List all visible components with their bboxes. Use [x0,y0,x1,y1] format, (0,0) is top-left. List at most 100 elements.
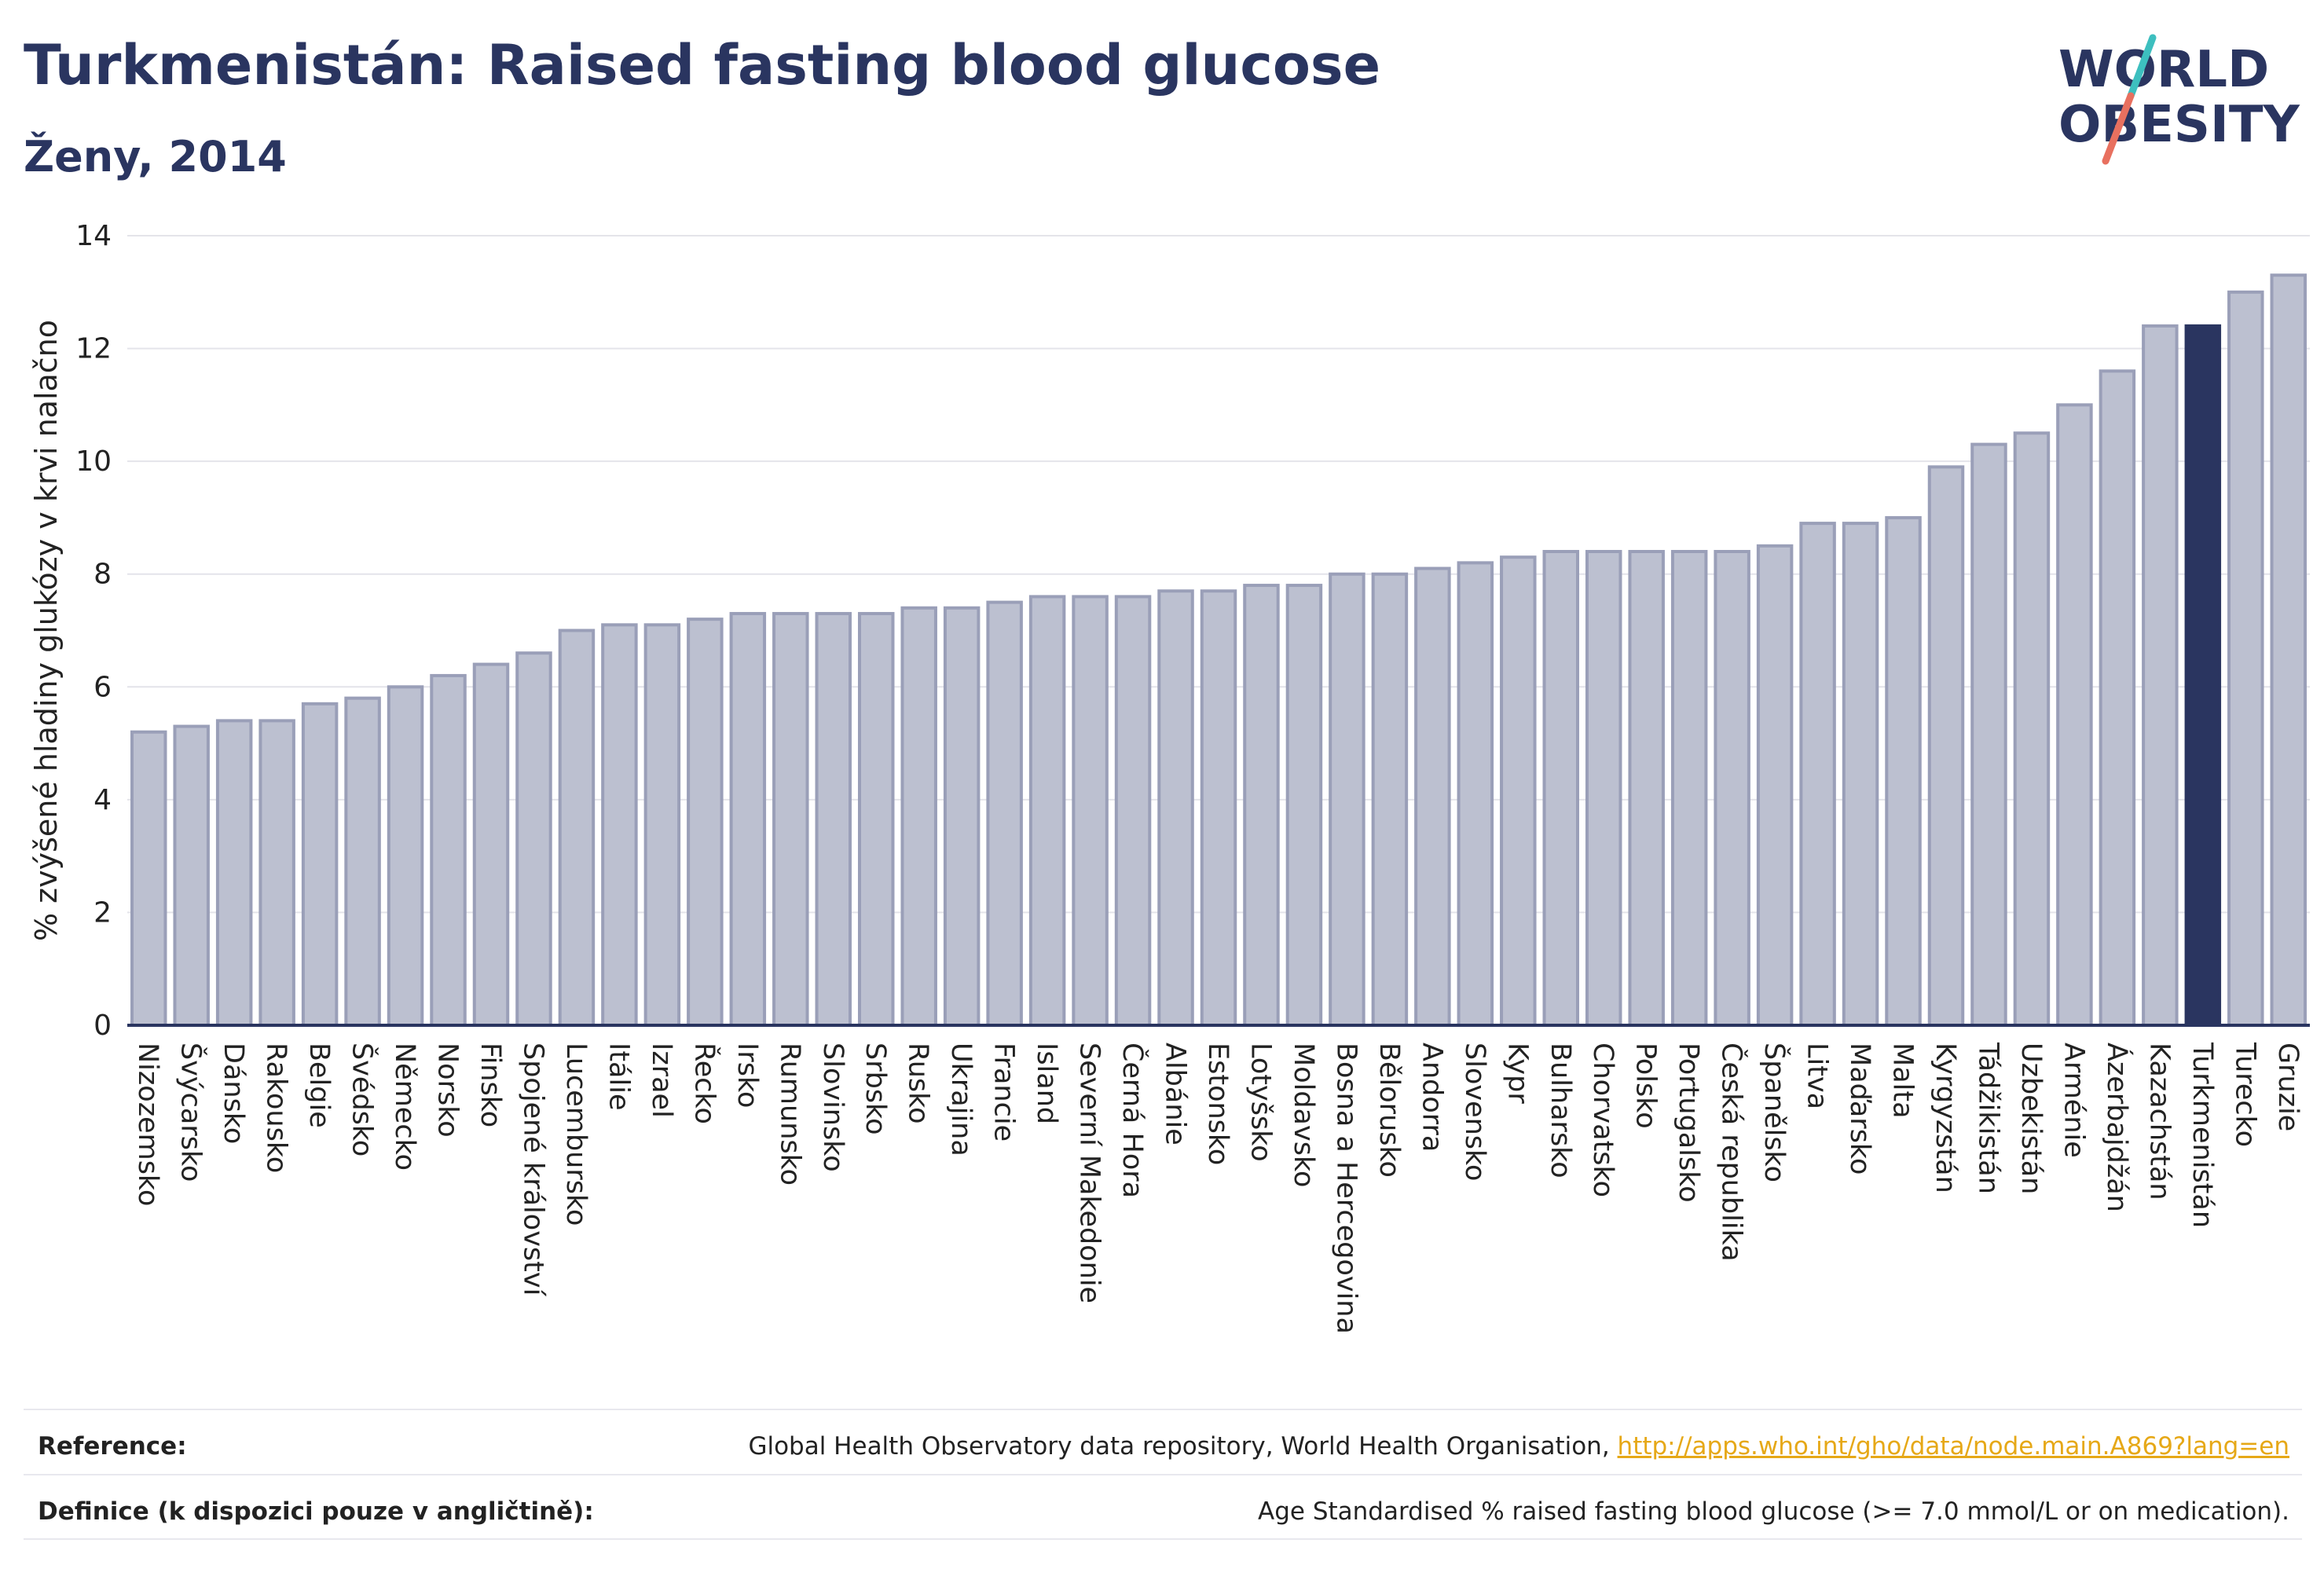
x-tick-label: Rusko [903,1043,934,1124]
bar [1028,595,1066,1027]
bar [1628,550,1665,1027]
x-tick-label: Maďarsko [1844,1043,1875,1175]
bar [130,730,167,1027]
x-tick-label: Německo [389,1043,420,1171]
bar [1927,465,1965,1027]
x-tick-label: Rumunsko [774,1043,805,1186]
bar [1842,522,1879,1027]
x-tick-label: Chorvatsko [1587,1043,1618,1197]
y-tick-label: 2 [93,896,112,929]
bar [2270,273,2308,1027]
definition-label: Definice (k dispozici pouze v angličtině… [38,1497,594,1526]
bar [301,702,339,1027]
footer-divider-top [24,1409,2302,1410]
bar [986,600,1023,1027]
x-tick-label: Ukrajina [945,1043,977,1156]
reference-link[interactable]: http://apps.who.int/gho/data/node.main.A… [1617,1432,2289,1461]
x-tick-label: Bosna a Hercegovina [1330,1043,1362,1334]
x-tick-label: Španělsko [1758,1043,1791,1182]
bar [1371,572,1409,1027]
bar [1329,572,1365,1027]
x-tick-label: Irsko [731,1043,763,1108]
x-tick-label: Kyrgyzstán [1930,1043,1961,1193]
x-tick-label: Arménie [2058,1043,2089,1158]
x-tick-label: Švédsko [346,1043,379,1156]
x-tick-label: Rakousko [261,1043,292,1173]
bar [515,651,552,1027]
x-tick-label: Belgie [303,1043,335,1128]
x-tick-label: Portugalsko [1673,1043,1704,1203]
bar [1243,584,1280,1027]
reference-label: Reference: [38,1432,187,1461]
bar [2056,403,2093,1027]
x-tick-label: Andorra [1416,1043,1447,1152]
bar [772,611,809,1027]
x-tick-label: Spojené království [517,1043,548,1297]
world-obesity-logo: WORLD OBESITY [2058,34,2300,165]
bar [1200,589,1237,1027]
bar [2184,324,2222,1028]
bar [1414,566,1451,1027]
x-tick-label: Albánie [1160,1043,1191,1145]
bar [1970,442,2007,1027]
x-tick-label: Severní Makedonie [1074,1043,1105,1303]
x-tick-label: Izrael [646,1043,677,1118]
y-axis-label: % zvýšené hladiny glukózy v krvi nalačno [29,320,64,941]
x-tick-label: Finsko [475,1043,506,1127]
bar [687,618,724,1027]
bar [1714,550,1750,1027]
x-tick-label: Tádžikistán [1972,1042,2003,1194]
x-tick-label: Slovinsko [817,1043,849,1172]
bar [2227,290,2264,1027]
bar [1114,595,1152,1027]
bar [472,662,510,1027]
x-tick-label: Moldavsko [1288,1043,1319,1187]
bar [815,611,852,1027]
x-tick-label: Malta [1887,1043,1919,1119]
bar [430,673,467,1028]
y-tick-label: 12 [75,333,112,365]
x-tick-label: Turecko [2229,1042,2260,1147]
bar [387,685,424,1027]
x-tick-label: Slovensko [1459,1043,1490,1181]
x-tick-label: Polsko [1630,1043,1662,1129]
x-tick-label: Nizozemsko [132,1043,163,1206]
y-tick-label: 10 [75,445,112,478]
bar [643,623,681,1027]
x-tick-label: Island [1031,1043,1062,1124]
bar [1072,595,1109,1027]
y-tick-label: 4 [93,784,112,816]
footer-divider-bottom [24,1538,2302,1540]
y-tick-label: 6 [93,671,112,703]
bar [857,611,895,1027]
bar [1670,550,1708,1027]
bar [1542,550,1580,1027]
reference-value: Global Health Observatory data repositor… [748,1432,2289,1461]
bar [1885,515,1922,1027]
bar [601,623,638,1027]
bar [558,629,596,1027]
logo-line1: WORLD [2058,41,2269,99]
bar [1756,544,1794,1027]
bar [2142,324,2179,1028]
x-tick-label: Turkmenistán [2187,1042,2218,1228]
x-tick-label: Dánsko [218,1043,249,1144]
x-tick-label: Litva [1802,1043,1833,1109]
reference-text: Global Health Observatory data repositor… [748,1432,1618,1461]
bar [1500,555,1537,1027]
bar [729,611,767,1027]
x-tick-label: Černá Hora [1116,1043,1149,1198]
x-tick-label: Kazachstán [2143,1043,2175,1200]
logo-line2: OBESITY [2058,96,2300,154]
x-tick-label: Bělorusko [1373,1043,1405,1178]
x-tick-label: Lucembursko [560,1043,592,1226]
y-tick-label: 8 [93,559,112,591]
bar [173,724,210,1027]
x-tick-label: Itálie [603,1043,634,1110]
bar [1157,589,1194,1027]
bar [900,606,937,1027]
x-tick-label: Řecko [688,1043,721,1124]
bar [1585,550,1622,1027]
x-tick-label: Ázerbajdžán [2101,1043,2134,1212]
page-title: Turkmenistán: Raised fasting blood gluco… [24,33,1381,97]
